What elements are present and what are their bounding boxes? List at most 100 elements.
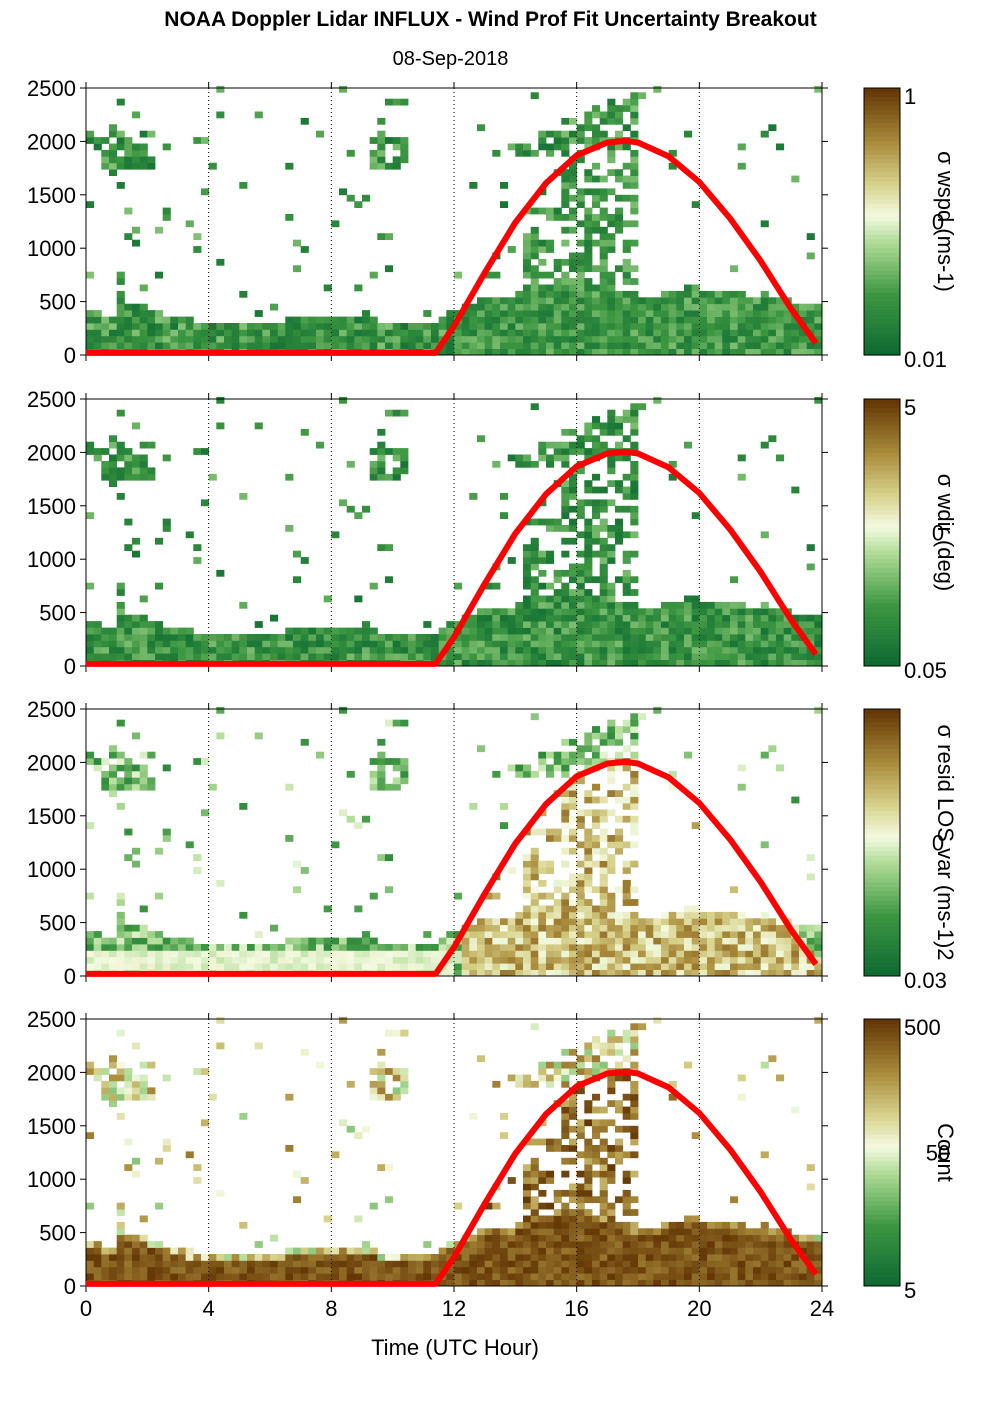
heatmap-cell	[170, 323, 179, 330]
heatmap-cell	[239, 911, 248, 919]
heatmap-cell	[592, 601, 601, 609]
heatmap-cell	[561, 149, 570, 157]
heatmap-cell	[392, 1087, 401, 1095]
colorbar-segment	[864, 753, 900, 759]
heatmap-cell	[93, 316, 102, 324]
heatmap-cell	[753, 931, 762, 938]
heatmap-cell	[599, 448, 608, 455]
heatmap-cell	[599, 569, 608, 577]
heatmap-cell	[630, 1093, 639, 1101]
heatmap-cell	[607, 117, 616, 125]
heatmap-cell	[592, 796, 601, 804]
heatmap-cell	[523, 1183, 532, 1191]
y-tick-label: 2500	[27, 1007, 76, 1032]
heatmap-cell	[369, 950, 378, 958]
heatmap-cell	[147, 162, 156, 170]
heatmap-cell	[745, 614, 754, 622]
heatmap-cell	[584, 531, 593, 539]
colorbar-segment	[864, 1210, 900, 1216]
heatmap-cell	[622, 1254, 631, 1261]
heatmap-cell	[523, 764, 532, 772]
heatmap-cell	[132, 329, 141, 337]
heatmap-cell	[622, 653, 631, 660]
heatmap-cell	[385, 342, 394, 349]
heatmap-cell	[178, 653, 187, 660]
heatmap-cell	[622, 764, 631, 772]
heatmap-cell	[806, 303, 815, 311]
heatmap-cell	[584, 448, 593, 455]
heatmap-cell	[300, 1048, 309, 1056]
heatmap-cell	[515, 1254, 524, 1261]
heatmap-cell	[484, 621, 493, 628]
heatmap-cell	[684, 614, 693, 622]
colorbar-segment	[864, 1183, 900, 1189]
heatmap-cell	[124, 924, 133, 932]
heatmap-cell	[615, 924, 624, 932]
heatmap-cell	[546, 342, 555, 349]
heatmap-cell	[400, 770, 409, 778]
heatmap-cell	[538, 1241, 547, 1248]
heatmap-cell	[714, 911, 723, 919]
heatmap-cell	[569, 815, 578, 823]
heatmap-cell	[691, 822, 700, 829]
heatmap-cell	[323, 595, 332, 603]
colorbar-segment	[864, 346, 900, 352]
heatmap-cell	[86, 130, 95, 138]
heatmap-cell	[607, 1202, 616, 1210]
heatmap-cell	[592, 634, 601, 641]
heatmap-cell	[814, 969, 823, 977]
heatmap-cell	[576, 918, 585, 926]
heatmap-cell	[247, 950, 256, 958]
heatmap-cell	[691, 595, 700, 603]
heatmap-cell	[155, 944, 164, 951]
heatmap-cell	[599, 892, 608, 900]
heatmap-cell	[523, 454, 532, 462]
heatmap-cell	[722, 646, 731, 654]
heatmap-cell	[584, 924, 593, 932]
heatmap-cell	[530, 1023, 539, 1031]
heatmap-cell	[806, 931, 815, 938]
heatmap-cell	[684, 653, 693, 660]
heatmap-cell	[239, 944, 248, 951]
heatmap-cell	[316, 1254, 325, 1261]
heatmap-cell	[615, 505, 624, 513]
heatmap-cell	[561, 323, 570, 330]
heatmap-cell	[622, 1093, 631, 1101]
heatmap-cell	[239, 290, 248, 298]
heatmap-cell	[553, 601, 562, 609]
heatmap-cell	[346, 194, 355, 202]
heatmap-cell	[630, 963, 639, 970]
heatmap-cell	[776, 329, 785, 337]
heatmap-cell	[392, 956, 401, 964]
heatmap-cell	[737, 290, 746, 298]
heatmap-cell	[369, 316, 378, 324]
heatmap-cell	[607, 899, 616, 906]
heatmap-cell	[538, 1068, 547, 1075]
heatmap-cell	[584, 1234, 593, 1242]
heatmap-cell	[584, 576, 593, 584]
heatmap-cell	[615, 525, 624, 532]
heatmap-cell	[515, 1221, 524, 1229]
heatmap-cell	[561, 525, 570, 532]
heatmap-cell	[392, 156, 401, 164]
heatmap-cell	[768, 1273, 777, 1280]
heatmap-cell	[132, 1260, 141, 1268]
heatmap-cell	[178, 956, 187, 964]
heatmap-cell	[638, 342, 647, 349]
heatmap-cell	[569, 828, 578, 836]
heatmap-cell	[584, 169, 593, 176]
heatmap-cell	[446, 659, 455, 667]
heatmap-cell	[561, 1228, 570, 1236]
heatmap-cell	[538, 1074, 547, 1082]
heatmap-cell	[760, 627, 769, 635]
heatmap-cell	[599, 278, 608, 285]
heatmap-cell	[530, 1273, 539, 1280]
heatmap-cell	[722, 348, 731, 356]
heatmap-cell	[492, 608, 501, 616]
heatmap-cell	[423, 1260, 432, 1268]
heatmap-cell	[615, 1125, 624, 1133]
colorbar-segment	[864, 1259, 900, 1265]
heatmap-cell	[147, 1247, 156, 1255]
heatmap-cell	[745, 297, 754, 305]
heatmap-cell	[132, 924, 141, 932]
